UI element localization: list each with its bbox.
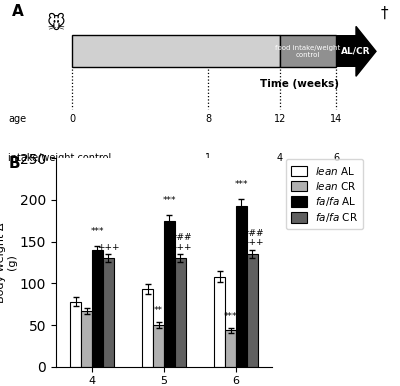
Text: Time (weeks): Time (weeks) (260, 79, 340, 89)
Bar (103, 258, 114, 367)
Bar (225, 330, 236, 367)
Bar (280, 35, 336, 68)
Text: +++: +++ (241, 239, 264, 247)
Text: ***: *** (163, 196, 176, 205)
Text: 6: 6 (333, 152, 339, 163)
Text: A: A (12, 4, 24, 19)
Text: ###: ### (169, 234, 192, 242)
Bar (336, 35, 356, 68)
Text: **: ** (154, 306, 163, 315)
Bar (236, 206, 247, 367)
Bar (175, 258, 186, 367)
Text: 🐭: 🐭 (47, 15, 65, 33)
Bar (92, 250, 103, 367)
Text: 4: 4 (277, 152, 283, 163)
Bar (81, 311, 92, 367)
Bar (142, 289, 153, 367)
Text: +++: +++ (97, 243, 120, 252)
Bar (247, 254, 258, 367)
Text: age: age (8, 114, 26, 124)
Bar (153, 325, 164, 367)
Text: AL/CR: AL/CR (341, 47, 371, 56)
Bar (72, 35, 280, 68)
Text: ***: *** (224, 312, 237, 321)
Text: 1: 1 (205, 152, 211, 163)
Y-axis label: Body weight Δ
(g): Body weight Δ (g) (0, 222, 17, 303)
Text: †: † (380, 5, 388, 20)
Text: ***: *** (235, 180, 248, 189)
Text: 12: 12 (274, 114, 286, 124)
Text: +++: +++ (169, 243, 192, 252)
Text: 0: 0 (69, 114, 75, 124)
Text: B: B (8, 156, 20, 171)
Legend: $\it{lean}$ AL, $\it{lean}$ CR, $\it{fa/fa}$ AL, $\it{fa/fa}$ CR: $\it{lean}$ AL, $\it{lean}$ CR, $\it{fa/… (286, 159, 363, 229)
Bar (164, 221, 175, 367)
Text: ***: *** (91, 227, 104, 236)
Text: food intake/weight
control: food intake/weight control (275, 45, 341, 58)
Text: intake/weight control: intake/weight control (8, 152, 111, 163)
Text: ###: ### (241, 229, 264, 238)
Text: 14: 14 (330, 114, 342, 124)
Bar (214, 277, 225, 367)
Polygon shape (356, 26, 376, 76)
Bar (70, 302, 81, 367)
Text: 8: 8 (205, 114, 211, 124)
